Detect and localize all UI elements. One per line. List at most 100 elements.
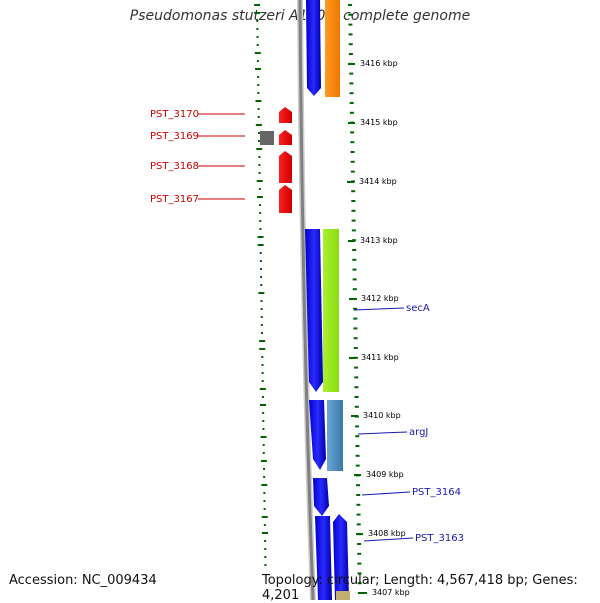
scale-tick — [353, 347, 358, 349]
hit-arrow[interactable] — [279, 185, 292, 213]
gc-dot — [255, 68, 262, 70]
gc-dot — [258, 172, 261, 174]
gene-block[interactable] — [325, 0, 340, 97]
scale-label: 3415 kbp — [360, 118, 398, 127]
scale-label: 3411 kbp — [361, 353, 399, 362]
gene-label[interactable]: secA — [406, 303, 430, 314]
gene-label[interactable]: PST_3163 — [415, 533, 464, 544]
scale-major-tick — [348, 240, 355, 242]
scale-tick — [355, 425, 360, 428]
scale-tick — [357, 592, 362, 594]
scale-label: 3413 kbp — [360, 236, 398, 245]
gc-dot — [262, 452, 265, 454]
hit-arrow[interactable] — [279, 130, 292, 145]
gc-dot — [259, 388, 266, 390]
accession-text: Accession: NC_009434 — [9, 573, 157, 588]
scale-label: 3407 kbp — [372, 588, 410, 597]
gc-dot — [262, 428, 265, 430]
gc-dot — [259, 212, 262, 214]
gene-label[interactable]: argJ — [409, 427, 428, 438]
scale-tick — [348, 13, 353, 16]
gc-dot — [261, 516, 268, 518]
scale-tick — [348, 43, 353, 46]
hit-arrow[interactable] — [279, 107, 292, 123]
gene-arrow[interactable] — [333, 514, 349, 600]
gene-label[interactable]: PST_3169 — [150, 131, 199, 142]
gc-dot — [257, 244, 264, 246]
gc-dot — [260, 404, 267, 406]
gene-label[interactable]: PST_3164 — [412, 487, 461, 498]
gc-dot — [257, 76, 260, 78]
gc-dot — [258, 140, 261, 142]
scale-label: 3410 kbp — [363, 411, 401, 420]
hit-arrow[interactable] — [279, 151, 292, 183]
scale-tick — [351, 209, 356, 212]
gene-block[interactable] — [323, 229, 339, 392]
scale-tick — [356, 484, 361, 487]
gene-arrow[interactable] — [315, 516, 332, 600]
gene-arrow[interactable] — [305, 229, 323, 392]
gene-block[interactable] — [327, 400, 343, 471]
gc-dot — [258, 164, 261, 166]
scale-tick — [354, 405, 359, 408]
gc-dot — [256, 180, 263, 182]
gc-dot — [260, 436, 267, 438]
gene-label[interactable]: PST_3168 — [150, 161, 199, 172]
gc-dot — [260, 276, 263, 278]
gc-dot — [257, 92, 260, 94]
scale-label: 3416 kbp — [360, 59, 398, 68]
gc-dot — [263, 508, 266, 510]
gc-dot — [260, 460, 267, 462]
gene-arrow[interactable] — [309, 400, 326, 470]
gc-dot — [263, 492, 266, 494]
gc-dot — [256, 60, 259, 62]
scale-tick — [356, 503, 361, 506]
scale-tick — [353, 307, 358, 310]
gc-dot — [257, 236, 264, 238]
scale-tick — [353, 337, 358, 340]
scale-tick — [357, 543, 362, 545]
gene-label[interactable]: PST_3167 — [150, 194, 199, 205]
scale-tick — [349, 82, 354, 85]
gc-dot — [257, 116, 260, 118]
scale-tick — [357, 562, 362, 565]
scale-tick — [353, 317, 358, 320]
gc-dot — [257, 84, 260, 86]
gene-block[interactable] — [336, 591, 350, 600]
scale-tick — [355, 464, 360, 467]
gc-dot — [262, 412, 265, 414]
gc-dot — [258, 188, 261, 190]
gc-dot — [260, 324, 263, 326]
scale-tick — [352, 268, 357, 271]
gene-arrow[interactable] — [306, 0, 321, 96]
gene-label[interactable]: PST_3170 — [150, 109, 199, 120]
scale-tick — [354, 396, 359, 398]
gene-arrow[interactable] — [313, 478, 329, 516]
gc-dot — [261, 532, 268, 534]
reverse-gene-track — [323, 0, 350, 600]
gc-dot — [259, 340, 266, 342]
scale-tick — [354, 366, 359, 369]
scale-tick — [351, 200, 356, 202]
gc-dot — [256, 28, 259, 30]
scale-tick — [352, 249, 357, 251]
gc-dot — [260, 300, 263, 302]
topology-text: Topology: circular; Length: 4,567,418 bp… — [262, 573, 578, 603]
gc-dot — [261, 380, 264, 382]
label-lines — [198, 113, 414, 542]
gc-dot — [263, 524, 266, 526]
scale-major-tick — [349, 298, 356, 300]
gc-dot — [259, 204, 262, 206]
scale-tick — [354, 376, 359, 379]
gc-dot — [263, 476, 266, 478]
gc-dot — [258, 156, 261, 158]
scale-tick — [350, 170, 355, 173]
scale-label: 3412 kbp — [361, 294, 399, 303]
hit-block-grey[interactable] — [260, 131, 274, 145]
genome-backbone-inner — [298, 0, 315, 600]
gc-dot — [261, 372, 264, 374]
gc-dot — [259, 220, 262, 222]
gc-dot — [262, 420, 265, 422]
scale-label: 3414 kbp — [359, 177, 397, 186]
gc-dot — [263, 468, 266, 470]
